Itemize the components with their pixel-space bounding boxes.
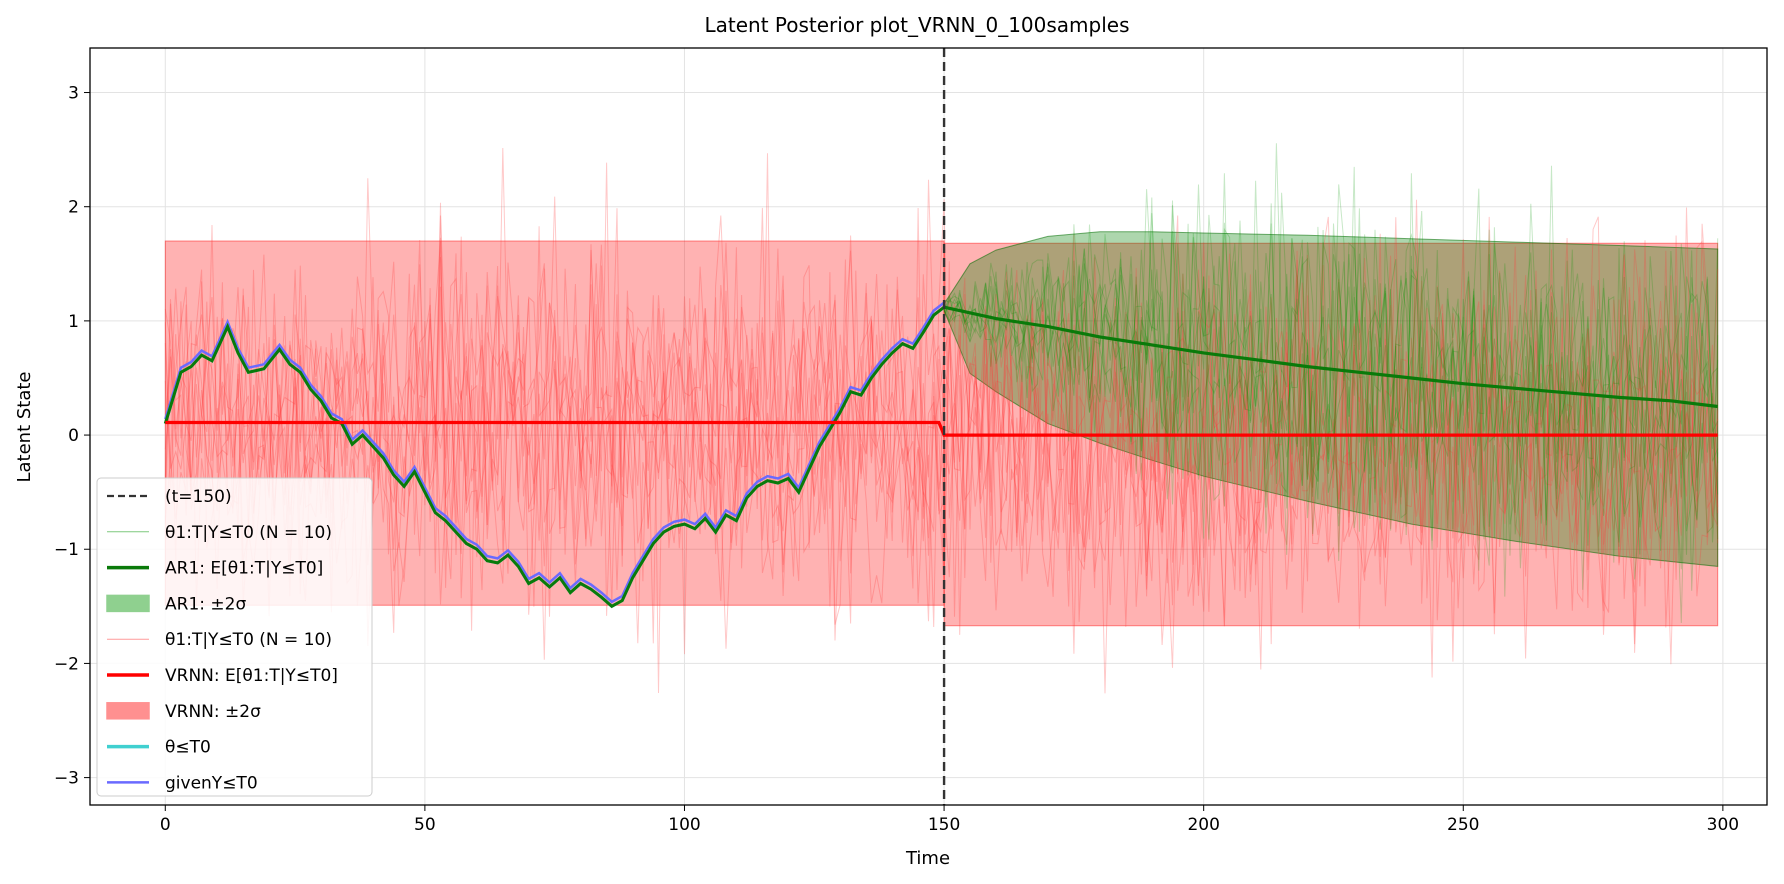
x-tick-label: 150 bbox=[928, 815, 960, 835]
vrnn-sample-line bbox=[164, 179, 1719, 670]
legend-label: θ1:T|Y≤T0 (N = 10) bbox=[165, 630, 332, 650]
legend-label: θ≤T0 bbox=[165, 738, 211, 758]
y-axis-ticks: −3 −2 −1 0 1 2 3 bbox=[54, 84, 90, 789]
x-tick-label: 250 bbox=[1447, 815, 1479, 835]
vrnn-sample-line bbox=[164, 215, 1719, 645]
legend-box bbox=[96, 477, 373, 797]
legend-label: AR1: ±2σ bbox=[165, 594, 246, 614]
x-tick-label: 100 bbox=[668, 815, 700, 835]
ar1-sample-line bbox=[943, 223, 1719, 591]
ar1-sample-line bbox=[943, 165, 1719, 555]
vrnn-sample-line bbox=[164, 202, 1719, 653]
vrnn-sample-line bbox=[164, 217, 1719, 662]
ar1-mean-pre-line bbox=[163, 306, 946, 609]
ar1-sample-line bbox=[943, 173, 1719, 624]
y-axis-label: Latent State bbox=[14, 371, 35, 482]
vrnn-sample-line bbox=[164, 153, 1719, 694]
legend-label: AR1: E[θ1:T|Y≤T0] bbox=[165, 559, 323, 579]
y-tick-label: 1 bbox=[68, 312, 79, 332]
vrnn-sample-line bbox=[164, 199, 1719, 654]
sample-trajectories bbox=[164, 143, 1719, 694]
x-axis-ticks: 0 50 100 150 200 250 300 bbox=[160, 805, 1739, 835]
ar1-sample-line bbox=[943, 184, 1719, 597]
ar1-sample-line bbox=[943, 143, 1719, 580]
ar1-sample-line bbox=[943, 184, 1719, 571]
legend-swatch-patch bbox=[106, 594, 150, 613]
y-tick-label: −2 bbox=[54, 654, 79, 674]
vrnn-sample-line bbox=[164, 162, 1719, 659]
vrnn-mean-line bbox=[165, 420, 1718, 437]
legend-label: givenY≤T0 bbox=[165, 773, 258, 793]
x-tick-label: 200 bbox=[1187, 815, 1219, 835]
legend-label: (t=150) bbox=[165, 487, 232, 507]
y-tick-label: 0 bbox=[68, 426, 79, 446]
mean-series bbox=[163, 301, 1718, 609]
chart-title: Latent Posterior plot_VRNN_0_100samples bbox=[704, 13, 1129, 37]
vrnn-sample-line bbox=[164, 207, 1719, 678]
plot-frame bbox=[89, 47, 1768, 806]
x-tick-label: 300 bbox=[1707, 815, 1739, 835]
y-tick-label: 3 bbox=[68, 84, 79, 104]
y-tick-label: 2 bbox=[68, 198, 79, 218]
ar1-mean-line bbox=[943, 305, 1718, 409]
given-y-line bbox=[164, 301, 945, 604]
legend-label: θ1:T|Y≤T0 (N = 10) bbox=[165, 523, 332, 543]
x-tick-label: 50 bbox=[414, 815, 436, 835]
legend-swatch-patch bbox=[106, 702, 150, 720]
grid-lines bbox=[90, 48, 1767, 805]
legend: (t=150) θ1:T|Y≤T0 (N = 10) AR1: E[θ1:T|Y≤T… bbox=[96, 477, 373, 797]
ar1-band bbox=[943, 231, 1719, 567]
legend-label: VRNN: E[θ1:T|Y≤T0] bbox=[165, 666, 338, 686]
ar1-sample-line bbox=[943, 213, 1719, 555]
legend-label: VRNN: ±2σ bbox=[165, 702, 261, 722]
x-tick-label: 0 bbox=[160, 815, 171, 835]
ar1-sample-line bbox=[943, 173, 1719, 590]
y-tick-label: −3 bbox=[54, 769, 79, 789]
x-axis-label: Time bbox=[905, 848, 950, 869]
ar1-sample-line bbox=[943, 224, 1719, 540]
ar1-sample-line bbox=[943, 210, 1719, 556]
y-tick-label: −1 bbox=[54, 540, 79, 560]
vrnn-sample-line bbox=[164, 234, 1719, 694]
